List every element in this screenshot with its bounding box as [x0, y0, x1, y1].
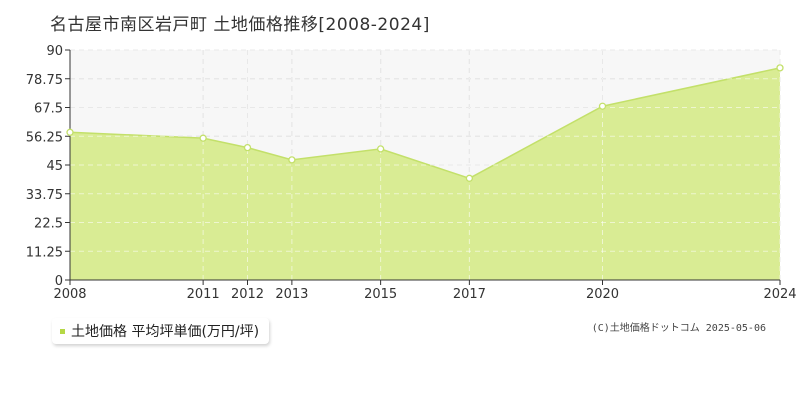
legend-swatch: [60, 328, 65, 334]
data-point: [243, 143, 252, 152]
y-tick-label: 78.75: [26, 73, 63, 88]
data-point: [199, 134, 207, 142]
y-tick-label: 33.75: [26, 188, 63, 203]
x-tick-label: 2015: [364, 287, 397, 302]
data-point: [66, 128, 74, 136]
y-tick-label: 22.5: [34, 217, 63, 232]
x-tick-label: 2008: [53, 287, 86, 302]
legend-label: 土地価格 平均坪単価(万円/坪): [71, 324, 260, 340]
x-tick-label: 2020: [586, 287, 619, 302]
data-point: [376, 145, 385, 153]
x-tick-label: 2012: [231, 287, 264, 302]
y-tick-label: 90: [46, 44, 63, 59]
area-fill: [70, 67, 780, 280]
data-point: [776, 64, 784, 72]
y-tick-label: 56.25: [26, 130, 63, 145]
x-tick-label: 2013: [275, 287, 308, 302]
x-tick-label: 2017: [453, 287, 486, 302]
series-line: [69, 67, 781, 180]
x-tick-label: 2011: [187, 287, 220, 302]
y-tick-label: 67.5: [34, 102, 63, 117]
chart-legend: 土地価格 平均坪単価(万円/坪): [52, 318, 270, 344]
data-point: [465, 174, 474, 182]
copyright-text: (C)土地価格ドットコム 2025-05-06: [591, 323, 766, 334]
y-tick-label: 45: [46, 159, 63, 174]
x-tick-label: 2024: [763, 287, 796, 302]
y-tick-label: 0: [55, 274, 63, 289]
data-point: [598, 102, 607, 110]
y-tick-label: 11.25: [26, 245, 63, 260]
data-point: [288, 156, 296, 164]
chart-title: 名古屋市南区岩戸町 土地価格推移[2008-2024]: [50, 15, 430, 35]
